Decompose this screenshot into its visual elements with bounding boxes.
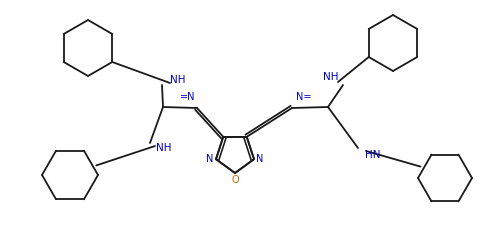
Text: N: N — [206, 154, 214, 164]
Text: N: N — [256, 154, 264, 164]
Text: NH: NH — [156, 143, 172, 153]
Text: O: O — [231, 175, 239, 185]
Text: NH: NH — [170, 75, 186, 85]
Text: =N: =N — [180, 92, 195, 102]
Text: HN: HN — [365, 150, 381, 160]
Text: N=: N= — [296, 92, 311, 102]
Text: NH: NH — [323, 72, 339, 82]
